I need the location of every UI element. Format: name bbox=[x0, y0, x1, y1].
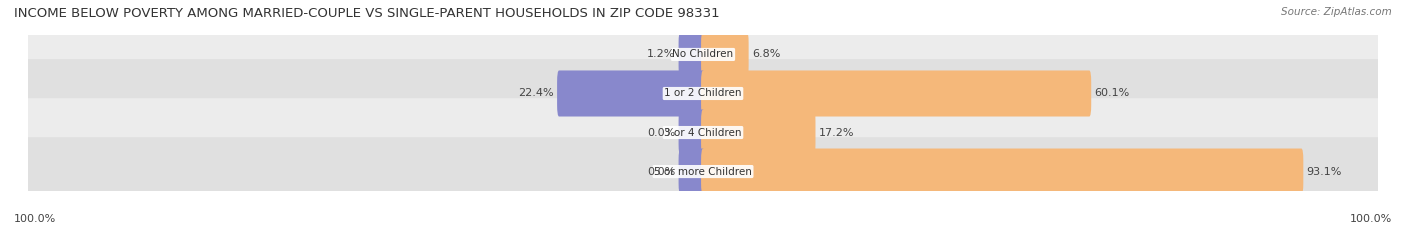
Text: 17.2%: 17.2% bbox=[818, 127, 855, 137]
FancyBboxPatch shape bbox=[25, 20, 1381, 89]
FancyBboxPatch shape bbox=[679, 148, 704, 195]
FancyBboxPatch shape bbox=[25, 59, 1381, 128]
FancyBboxPatch shape bbox=[25, 137, 1381, 206]
Text: 0.0%: 0.0% bbox=[647, 127, 675, 137]
FancyBboxPatch shape bbox=[702, 31, 748, 78]
Text: 93.1%: 93.1% bbox=[1306, 167, 1341, 177]
Text: 60.1%: 60.1% bbox=[1094, 89, 1129, 99]
Text: 100.0%: 100.0% bbox=[1350, 214, 1392, 224]
FancyBboxPatch shape bbox=[557, 70, 704, 116]
Text: No Children: No Children bbox=[672, 49, 734, 59]
FancyBboxPatch shape bbox=[702, 148, 1303, 195]
FancyBboxPatch shape bbox=[25, 98, 1381, 167]
FancyBboxPatch shape bbox=[702, 70, 1091, 116]
Text: 5 or more Children: 5 or more Children bbox=[654, 167, 752, 177]
Text: 100.0%: 100.0% bbox=[14, 214, 56, 224]
Text: INCOME BELOW POVERTY AMONG MARRIED-COUPLE VS SINGLE-PARENT HOUSEHOLDS IN ZIP COD: INCOME BELOW POVERTY AMONG MARRIED-COUPL… bbox=[14, 7, 720, 20]
Text: 6.8%: 6.8% bbox=[752, 49, 780, 59]
FancyBboxPatch shape bbox=[679, 31, 704, 78]
Text: 1.2%: 1.2% bbox=[647, 49, 675, 59]
FancyBboxPatch shape bbox=[679, 110, 704, 156]
FancyBboxPatch shape bbox=[702, 110, 815, 156]
Text: 3 or 4 Children: 3 or 4 Children bbox=[664, 127, 742, 137]
Text: 1 or 2 Children: 1 or 2 Children bbox=[664, 89, 742, 99]
Text: 22.4%: 22.4% bbox=[519, 89, 554, 99]
Text: 0.0%: 0.0% bbox=[647, 167, 675, 177]
Text: Source: ZipAtlas.com: Source: ZipAtlas.com bbox=[1281, 7, 1392, 17]
